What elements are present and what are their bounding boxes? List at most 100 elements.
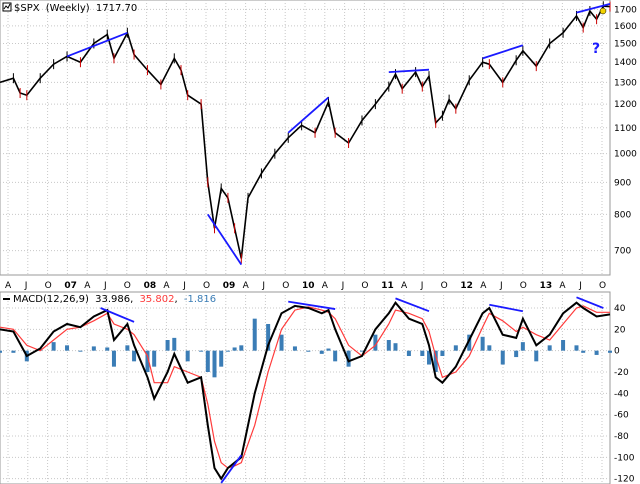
- macd-header: MACD(12,26,9) 33.986, 35.802, -1.816: [3, 294, 216, 305]
- histogram-bar: [111, 350, 116, 367]
- last-price-label: 1717.70: [96, 3, 137, 14]
- x-tick-label: O: [282, 281, 289, 291]
- histogram-bar: [480, 336, 485, 351]
- macd-value: 33.986: [95, 294, 130, 305]
- x-tick-label: A: [401, 281, 408, 291]
- histogram-bar: [165, 340, 170, 351]
- macd-trendline: [489, 303, 524, 313]
- x-tick-label: O: [203, 281, 210, 291]
- x-tick-label: 08: [144, 281, 157, 291]
- chart-logo-mark: [3, 3, 11, 10]
- last-price-marker: [599, 7, 607, 15]
- histogram-bar: [561, 340, 566, 351]
- x-tick-label: J: [103, 281, 107, 291]
- macd-label: MACD(12,26,9): [13, 294, 89, 305]
- histogram-bar: [373, 334, 378, 351]
- histogram-bar: [65, 345, 70, 351]
- macd-tick-label: -60: [614, 411, 629, 421]
- histogram-bar: [427, 350, 432, 365]
- histogram-bar: [212, 350, 217, 378]
- histogram-bar: [232, 347, 237, 351]
- histogram-bar: [292, 346, 297, 351]
- macd-tick-label: 20: [614, 325, 626, 335]
- x-tick-label: 11: [381, 281, 394, 291]
- x-tick-label: O: [441, 281, 448, 291]
- histogram-bar: [219, 350, 224, 367]
- macd-tick-label: 0: [614, 347, 620, 357]
- x-tick-label: J: [578, 281, 582, 291]
- histogram-bar: [199, 350, 204, 352]
- histogram-bar: [433, 350, 438, 372]
- x-tick-label: J: [341, 281, 345, 291]
- histogram-bar: [406, 350, 411, 356]
- time-x-axis: A J O 07 A J O 08 A J O 09 A J O 10 A J O 11 A J O 12 A J O 13 A J O: [5, 281, 606, 291]
- histogram-bar: [319, 350, 324, 354]
- price-tick-label: 900: [614, 178, 631, 188]
- histogram-bar: [91, 346, 96, 351]
- histogram-bar: [266, 324, 271, 351]
- svg-text:$SPX (Weekly) 1717: $SPX (Weekly) 1717.70: [14, 3, 137, 14]
- svg-text:MACD(12,26,9) 33.986,: MACD(12,26,9) 33.986, 35.802, -1.816: [13, 294, 216, 305]
- price-tick-label: 700: [614, 247, 631, 257]
- histogram-bar: [608, 350, 612, 353]
- histogram-bar: [105, 347, 110, 351]
- price-tick-label: 1400: [614, 58, 637, 68]
- x-tick-label: A: [559, 281, 566, 291]
- macd-series: [0, 301, 611, 481]
- price-trendline: [207, 213, 243, 266]
- price-tick-label: 1700: [614, 5, 637, 15]
- histogram-bar: [132, 350, 137, 362]
- x-tick-label: O: [45, 281, 52, 291]
- x-tick-label: J: [24, 281, 28, 291]
- price-trendline: [66, 31, 128, 58]
- price-tick-label: 1600: [614, 22, 637, 32]
- x-tick-label: 10: [302, 281, 315, 291]
- x-tick-label: O: [520, 281, 527, 291]
- histogram-bar: [534, 350, 539, 362]
- macd-tick-label: -80: [614, 432, 629, 442]
- histogram-bar: [225, 350, 230, 352]
- signal-line: [0, 305, 610, 469]
- histogram-bar: [386, 340, 391, 351]
- histogram-bar: [547, 345, 552, 351]
- price-tick-label: 1300: [614, 78, 637, 88]
- x-tick-label: A: [480, 281, 487, 291]
- histogram-bar: [0, 350, 2, 353]
- x-tick-label: J: [182, 281, 186, 291]
- x-tick-label: 09: [223, 281, 236, 291]
- histogram-bar: [574, 345, 579, 351]
- price-header: $SPX (Weekly) 1717.70: [2, 2, 137, 14]
- histogram-bar: [333, 350, 338, 362]
- histogram-bar: [185, 350, 190, 362]
- histogram-bar: [594, 350, 599, 355]
- histogram-bar: [581, 350, 586, 353]
- histogram-bar: [152, 350, 157, 367]
- histogram-bar: [239, 345, 244, 351]
- x-tick-label: A: [163, 281, 170, 291]
- x-tick-label: 12: [460, 281, 473, 291]
- x-tick-label: O: [124, 281, 131, 291]
- histogram-bar: [420, 350, 425, 356]
- histogram-bar: [11, 350, 16, 353]
- x-tick-label: J: [420, 281, 424, 291]
- histogram-bar: [520, 342, 525, 351]
- period-label: (Weekly): [46, 3, 90, 14]
- histogram-value: -1.816: [184, 294, 216, 305]
- price-tick-label: 1100: [614, 124, 637, 134]
- macd-trendline: [576, 296, 604, 309]
- histogram-bar: [453, 345, 458, 351]
- x-tick-label: O: [599, 281, 606, 291]
- histogram-bar: [393, 343, 398, 351]
- x-tick-label: A: [243, 281, 250, 291]
- histogram-bar: [78, 350, 83, 352]
- macd-trendline: [395, 297, 430, 313]
- price-y-axis: 700 800 900 1000 1100 1200 1300 1400 1500 1600 170…: [614, 5, 637, 256]
- x-tick-label: O: [361, 281, 368, 291]
- symbol-label: $SPX: [14, 3, 40, 14]
- signal-value: 35.802: [140, 294, 175, 305]
- histogram-bar: [279, 334, 284, 351]
- macd-tick-label: -100: [614, 453, 635, 463]
- price-trendline: [482, 44, 524, 60]
